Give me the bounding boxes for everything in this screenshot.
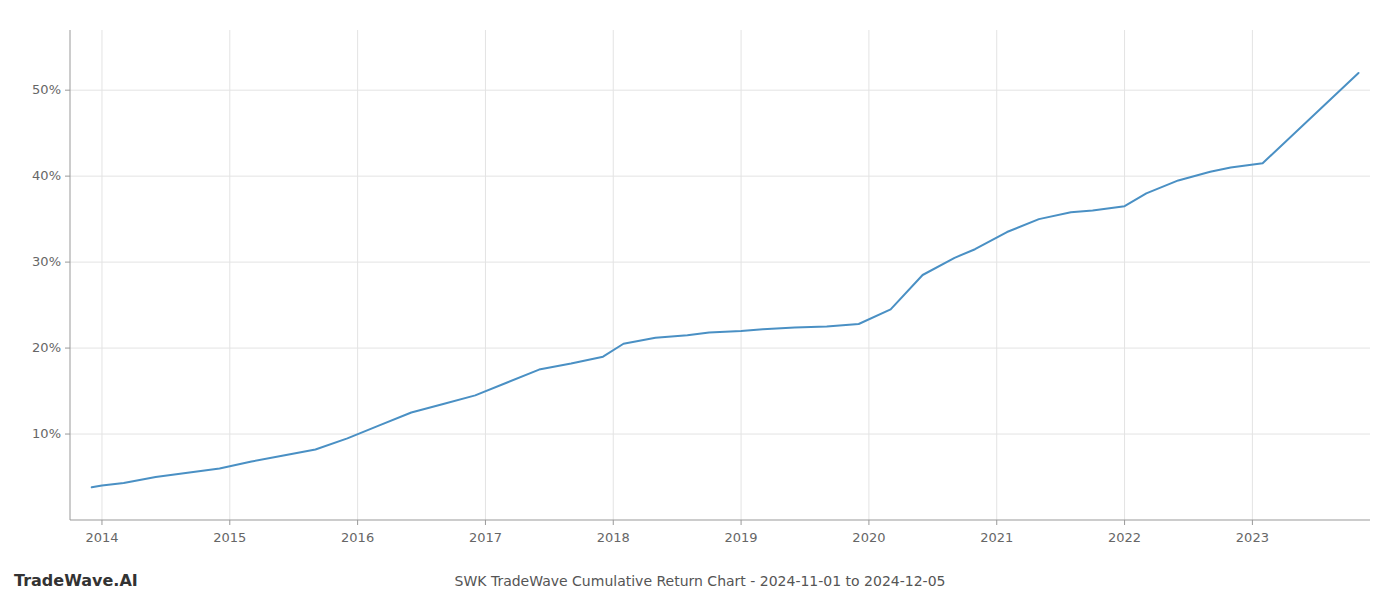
watermark: TradeWave.AI bbox=[14, 571, 138, 590]
plot-area bbox=[92, 73, 1359, 487]
y-tick bbox=[65, 90, 70, 91]
y-tick-label: 50% bbox=[32, 82, 61, 97]
grid-line-y bbox=[70, 90, 1370, 91]
grid-line-x bbox=[101, 30, 102, 520]
x-tick bbox=[357, 520, 358, 525]
x-tick bbox=[101, 520, 102, 525]
x-tick-label: 2018 bbox=[597, 530, 630, 545]
x-tick-label: 2022 bbox=[1108, 530, 1141, 545]
axes: 10% 20% 30% 40% 50% 2014 2015 2016 2017 2018 2019 2… bbox=[32, 30, 1370, 545]
grid-line-x bbox=[485, 30, 486, 520]
y-tick bbox=[65, 176, 70, 177]
y-tick-label: 30% bbox=[32, 254, 61, 269]
x-tick-label: 2023 bbox=[1236, 530, 1269, 545]
x-tick-label: 2019 bbox=[725, 530, 758, 545]
grid-line-x bbox=[1124, 30, 1125, 520]
grid-line-y bbox=[70, 176, 1370, 177]
title: SWK TradeWave Cumulative Return Chart - … bbox=[455, 573, 946, 589]
y-tick-label: 10% bbox=[32, 426, 61, 441]
x-tick bbox=[229, 520, 230, 525]
x-tick bbox=[741, 520, 742, 525]
x-tick-label: 2015 bbox=[213, 530, 246, 545]
x-tick bbox=[996, 520, 997, 525]
grid-line-x bbox=[741, 30, 742, 520]
y-axis-line bbox=[70, 30, 71, 520]
grid-line-y bbox=[70, 348, 1370, 349]
grid-line-x bbox=[996, 30, 997, 520]
grid-line-x bbox=[357, 30, 358, 520]
line bbox=[92, 73, 1359, 487]
grid-line-y bbox=[70, 262, 1370, 263]
x-tick bbox=[485, 520, 486, 525]
chart: 10% 20% 30% 40% 50% 2014 2015 2016 2017 2018 2019 2… bbox=[0, 0, 1400, 600]
y-tick bbox=[65, 434, 70, 435]
x-tick bbox=[1252, 520, 1253, 525]
y-tick bbox=[65, 262, 70, 263]
grid-line-x bbox=[613, 30, 614, 520]
x-tick-label: 2017 bbox=[469, 530, 502, 545]
x-axis-line bbox=[70, 520, 1370, 521]
grid-line-x bbox=[229, 30, 230, 520]
grid-line-x bbox=[1252, 30, 1253, 520]
x-tick bbox=[613, 520, 614, 525]
x-tick-label: 2014 bbox=[85, 530, 118, 545]
grid-line-x bbox=[868, 30, 869, 520]
x-tick-label: 2020 bbox=[852, 530, 885, 545]
y-tick-label: 40% bbox=[32, 168, 61, 183]
grid-line-y bbox=[70, 434, 1370, 435]
x-tick bbox=[868, 520, 869, 525]
y-tick bbox=[65, 348, 70, 349]
x-tick-label: 2021 bbox=[980, 530, 1013, 545]
grid bbox=[70, 30, 1370, 520]
x-tick-label: 2016 bbox=[341, 530, 374, 545]
y-tick-label: 20% bbox=[32, 340, 61, 355]
x-tick bbox=[1124, 520, 1125, 525]
